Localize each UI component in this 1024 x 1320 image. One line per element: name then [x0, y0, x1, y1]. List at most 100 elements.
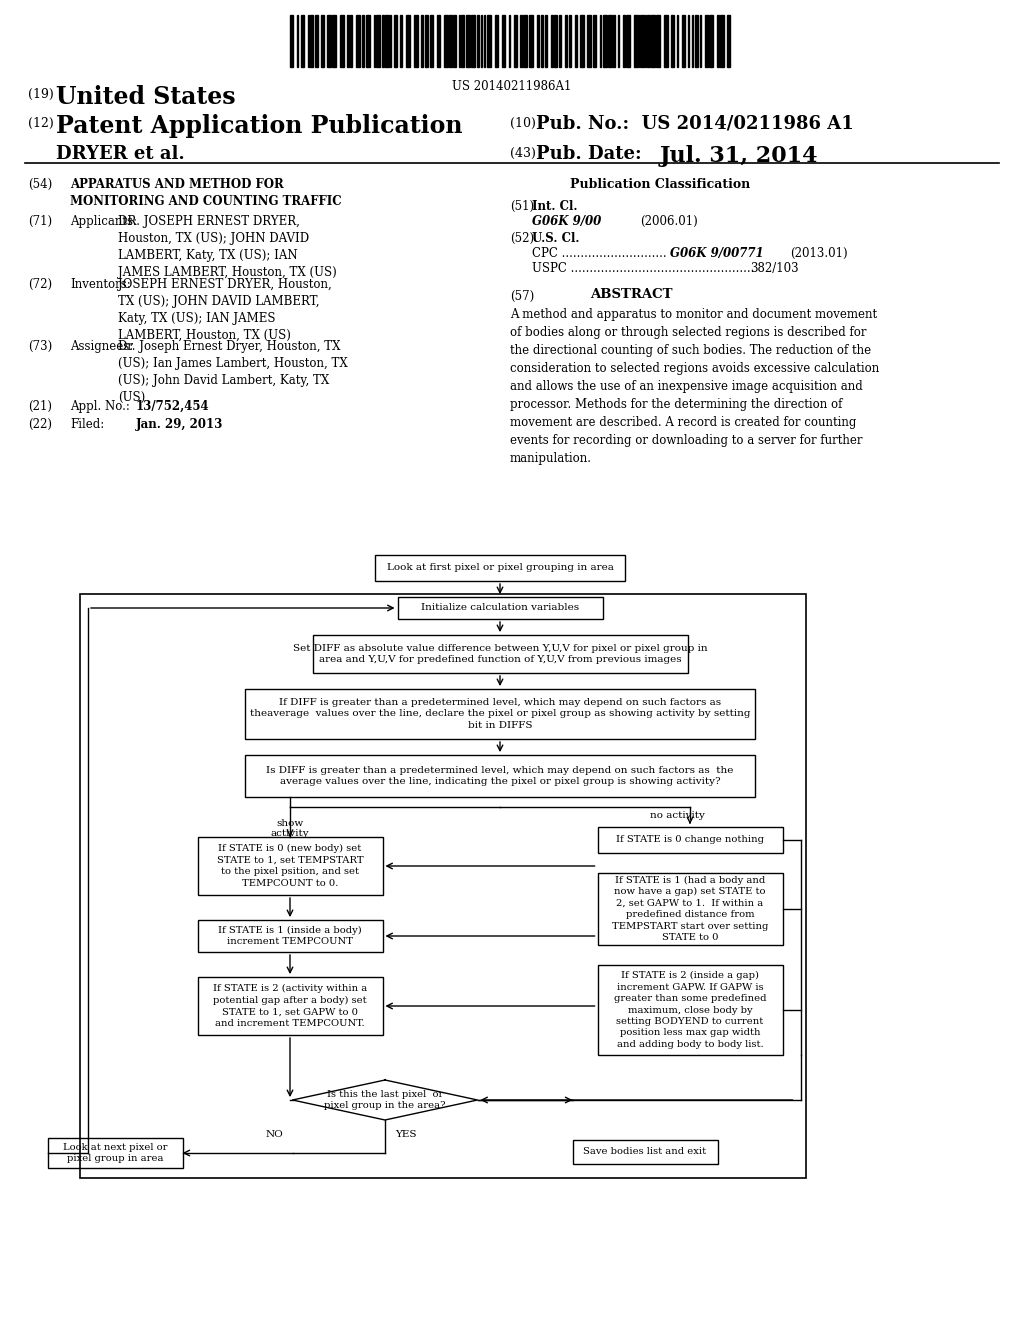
Bar: [362, 15, 364, 67]
Bar: [444, 15, 449, 67]
Text: Dr. Joseph Ernest Dryer, Houston, TX
(US); Ian James Lambert, Houston, TX
(US); : Dr. Joseph Ernest Dryer, Houston, TX (US…: [118, 341, 348, 404]
Text: YES: YES: [395, 1130, 417, 1139]
Bar: [623, 15, 625, 67]
Text: (22): (22): [28, 418, 52, 432]
Bar: [327, 15, 331, 67]
Text: (19): (19): [28, 88, 53, 102]
Bar: [502, 15, 505, 67]
Text: (52): (52): [510, 232, 535, 246]
Text: DRYER et al.: DRYER et al.: [56, 145, 184, 162]
Text: G06K 9/00: G06K 9/00: [532, 215, 601, 228]
Text: U.S. Cl.: U.S. Cl.: [532, 232, 580, 246]
Bar: [671, 15, 674, 67]
Bar: [385, 15, 389, 67]
Bar: [537, 15, 539, 67]
Text: show
activity: show activity: [270, 818, 309, 838]
Text: CPC ............................: CPC ............................: [532, 247, 667, 260]
Text: If STATE is 0 change nothing: If STATE is 0 change nothing: [616, 836, 764, 845]
Bar: [720, 15, 724, 67]
Text: US 20140211986A1: US 20140211986A1: [453, 81, 571, 92]
Text: If STATE is 0 (new body) set
STATE to 1, set TEMPSTART
to the pixel psition, and: If STATE is 0 (new body) set STATE to 1,…: [217, 845, 364, 888]
Bar: [551, 15, 553, 67]
Bar: [347, 15, 349, 67]
Bar: [397, 597, 602, 619]
Text: Publication Classification: Publication Classification: [570, 178, 751, 191]
Bar: [717, 15, 719, 67]
Bar: [575, 15, 577, 67]
Text: (73): (73): [28, 341, 52, 352]
Bar: [597, 828, 782, 853]
Text: USPC .................................................: USPC ...................................…: [532, 261, 755, 275]
Bar: [414, 15, 418, 67]
Text: Pub. Date:: Pub. Date:: [536, 145, 642, 162]
Bar: [453, 15, 456, 67]
Bar: [634, 15, 638, 67]
Bar: [613, 15, 615, 67]
Bar: [80, 594, 806, 1177]
Text: If STATE is 1 (inside a body)
increment TEMPCOUNT: If STATE is 1 (inside a body) increment …: [218, 925, 361, 946]
Text: (43): (43): [510, 147, 536, 160]
Text: Jan. 29, 2013: Jan. 29, 2013: [136, 418, 223, 432]
Bar: [425, 15, 428, 67]
Bar: [461, 15, 464, 67]
Text: If STATE is 1 (had a body and
now have a gap) set STATE to
2, set GAPW to 1.  If: If STATE is 1 (had a body and now have a…: [611, 875, 768, 942]
Bar: [565, 15, 567, 67]
Bar: [603, 15, 607, 67]
Bar: [727, 15, 730, 67]
Bar: [366, 15, 370, 67]
Bar: [608, 15, 612, 67]
Text: (10): (10): [510, 117, 536, 129]
Bar: [406, 15, 410, 67]
Bar: [656, 15, 660, 67]
Text: (2013.01): (2013.01): [790, 247, 848, 260]
Bar: [597, 873, 782, 945]
Bar: [198, 920, 383, 952]
Bar: [382, 15, 384, 67]
Text: Is DIFF is greater than a predetermined level, which may depend on such factors : Is DIFF is greater than a predetermined …: [266, 766, 733, 787]
Bar: [47, 1138, 182, 1168]
Text: Save bodies list and exit: Save bodies list and exit: [584, 1147, 707, 1156]
Bar: [626, 15, 630, 67]
Bar: [350, 15, 352, 67]
Text: (51): (51): [510, 201, 535, 213]
Text: 13/752,454: 13/752,454: [136, 400, 210, 413]
Text: If STATE is 2 (activity within a
potential gap after a body) set
STATE to 1, set: If STATE is 2 (activity within a potenti…: [213, 985, 368, 1028]
Text: APPARATUS AND METHOD FOR
MONITORING AND COUNTING TRAFFIC: APPARATUS AND METHOD FOR MONITORING AND …: [70, 178, 342, 209]
Bar: [664, 15, 668, 67]
Bar: [245, 689, 755, 739]
Text: Pub. No.:  US 2014/0211986 A1: Pub. No.: US 2014/0211986 A1: [536, 114, 854, 132]
Bar: [198, 977, 383, 1035]
Bar: [477, 15, 479, 67]
Text: Inventors:: Inventors:: [70, 279, 131, 290]
Bar: [695, 15, 698, 67]
Bar: [495, 15, 498, 67]
Text: Look at next pixel or
pixel group in area: Look at next pixel or pixel group in are…: [62, 1143, 167, 1163]
Text: Assignees:: Assignees:: [70, 341, 133, 352]
Bar: [559, 15, 561, 67]
Bar: [651, 15, 655, 67]
Bar: [641, 15, 644, 67]
Bar: [587, 15, 591, 67]
Text: Patent Application Publication: Patent Application Publication: [56, 114, 463, 139]
Text: Jul. 31, 2014: Jul. 31, 2014: [660, 145, 818, 168]
Bar: [310, 15, 313, 67]
Bar: [541, 15, 543, 67]
Text: NO: NO: [265, 1130, 284, 1139]
Bar: [487, 15, 490, 67]
Text: Is this the last pixel  or
pixel group in the area?: Is this the last pixel or pixel group in…: [325, 1090, 445, 1110]
Text: Set DIFF as absolute value difference between Y,U,V for pixel or pixel group in
: Set DIFF as absolute value difference be…: [293, 644, 708, 664]
Text: (2006.01): (2006.01): [640, 215, 697, 228]
Bar: [312, 635, 687, 673]
Bar: [572, 1140, 718, 1164]
Bar: [400, 15, 402, 67]
Bar: [332, 15, 336, 67]
Bar: [709, 15, 713, 67]
Bar: [315, 15, 318, 67]
Text: ABSTRACT: ABSTRACT: [590, 288, 673, 301]
Text: no activity: no activity: [650, 810, 705, 820]
Text: Applicants:: Applicants:: [70, 215, 137, 228]
Text: Appl. No.:: Appl. No.:: [70, 400, 130, 413]
Bar: [356, 15, 360, 67]
Bar: [290, 15, 293, 67]
Bar: [705, 15, 708, 67]
